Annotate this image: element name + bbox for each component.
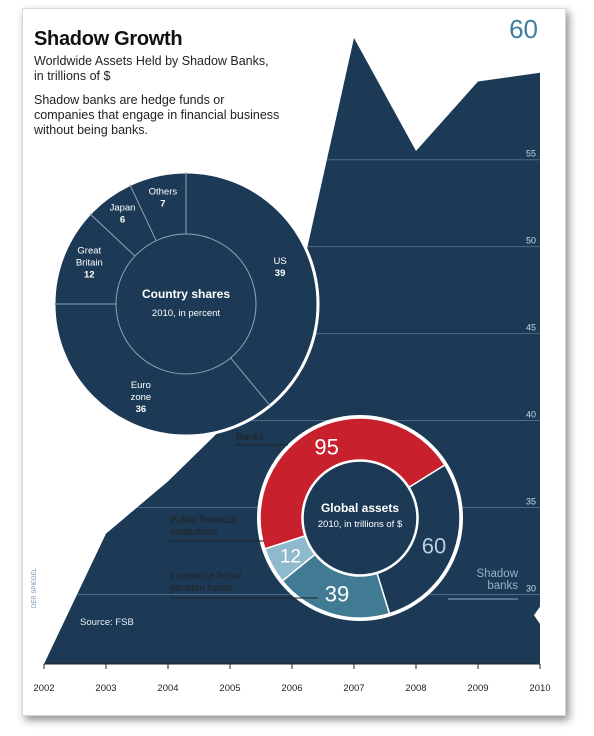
country-inner-ring: [115, 233, 257, 375]
x-tick-label-2003: 2003: [95, 683, 116, 694]
country-slice-divider-3: [89, 213, 136, 257]
x-tick-label-2007: 2007: [343, 683, 364, 694]
x-tick-label-2002: 2002: [33, 683, 54, 694]
country-value-4: 7: [160, 199, 165, 210]
global-slice-1: [376, 464, 461, 615]
global-assets-title: Global assets: [321, 501, 399, 515]
global-label-1-line-2: banks: [487, 580, 518, 592]
y-tick-label-35: 35: [526, 497, 536, 507]
x-tick-label-2004: 2004: [157, 683, 178, 694]
country-value-2: 12: [84, 270, 95, 281]
global-assets-subtitle: 2010, in trillions of $: [318, 519, 403, 530]
country-label-4-line-1: Others: [149, 187, 178, 198]
country-shares-title: Country shares: [142, 287, 230, 301]
y-tick-label-45: 45: [526, 323, 536, 333]
headline-block: Shadow Growth Worldwide Assets Held by S…: [34, 28, 334, 138]
country-value-3: 6: [120, 215, 125, 226]
credit-note: DER SPIEGEL: [32, 567, 38, 608]
x-tick-label-2010: 2010: [529, 683, 550, 694]
global-assets-hole: [302, 460, 418, 576]
global-value-3: 12: [280, 547, 301, 568]
y-tick-label-55: 55: [526, 149, 536, 159]
subtitle-line-2: in trillions of $: [34, 69, 111, 83]
shadow-growth-chart: 30 35 40 45 50 55 2002 2003 2004 2005 2006 2007 2008…: [32, 14, 551, 694]
country-label-0-line-1: US: [273, 256, 286, 267]
source-note: Source: FSB: [80, 617, 134, 628]
country-value-0: 39: [275, 268, 286, 279]
axis-break-marker: [534, 606, 540, 625]
chart-subtitle: Worldwide Assets Held by Shadow Banks, i…: [34, 54, 334, 84]
y-tick-label-30: 30: [526, 583, 536, 593]
country-label-1-line-1: Euro: [131, 380, 151, 391]
y-tick-label-50: 50: [526, 236, 536, 246]
x-tick-label-2009: 2009: [467, 683, 488, 694]
global-label-3-line-1: Public financial: [170, 515, 237, 526]
x-tick-label-2006: 2006: [281, 683, 302, 694]
peak-value-label: 60: [509, 14, 538, 44]
global-label-2-line-1: Insurance firms/: [170, 571, 241, 582]
x-tick-label-2008: 2008: [405, 683, 426, 694]
global-label-1-line-1: Shadow: [476, 568, 518, 580]
subtitle-line-1: Worldwide Assets Held by Shadow Banks,: [34, 54, 269, 68]
global-value-2: 39: [325, 581, 349, 606]
y-tick-label-40: 40: [526, 410, 536, 420]
country-label-2-line-1: Great: [77, 246, 101, 257]
country-label-2-line-2: Britain: [76, 258, 103, 269]
country-shares-subtitle: 2010, in percent: [152, 308, 220, 319]
x-tick-label-2005: 2005: [219, 683, 240, 694]
country-slice-divider-1: [230, 357, 271, 407]
country-slice-divider-4: [129, 184, 157, 241]
country-value-1: 36: [136, 404, 147, 415]
global-slice-3: [263, 534, 316, 582]
chart-description: Shadow banks are hedge funds or companie…: [34, 93, 280, 137]
global-slice-0: [259, 417, 446, 550]
global-value-1: 60: [422, 534, 446, 559]
global-label-0-line-1: Banks: [236, 432, 264, 443]
global-value-0: 95: [314, 434, 338, 459]
global-label-3-line-2: institutions: [170, 527, 217, 538]
country-label-3-line-1: Japan: [110, 203, 136, 214]
global-label-2-line-2: pension funds: [170, 583, 232, 594]
country-label-1-line-2: zone: [131, 392, 152, 403]
chart-title: Shadow Growth: [34, 28, 183, 50]
